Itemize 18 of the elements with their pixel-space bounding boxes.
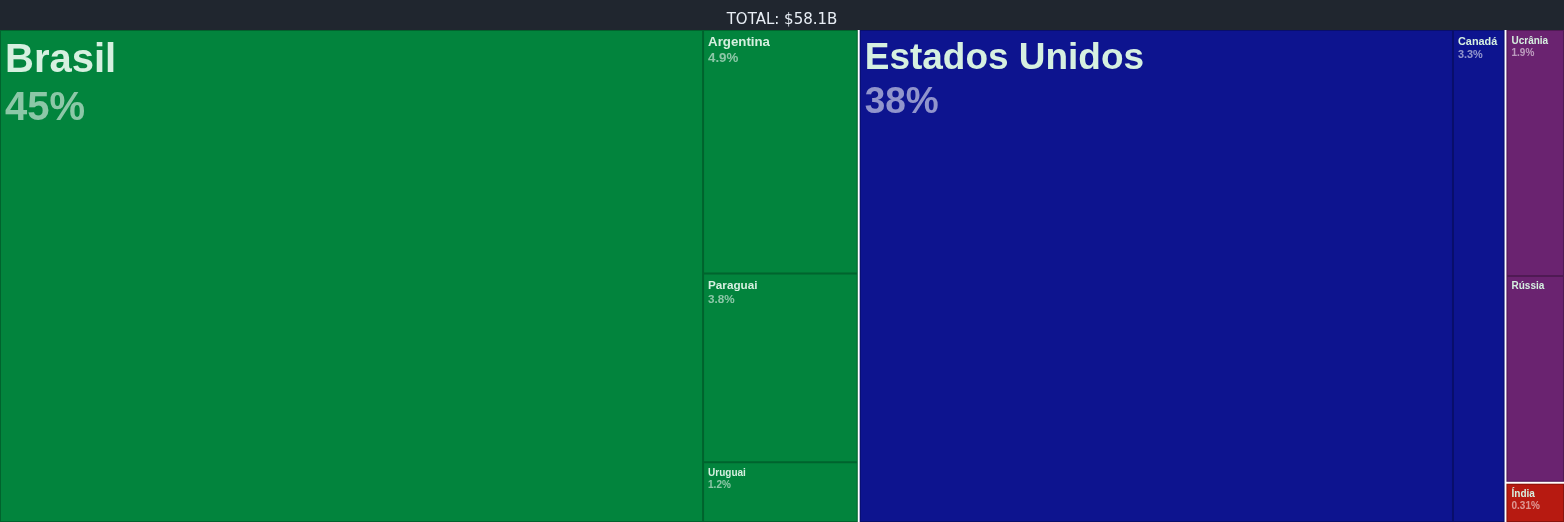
data-label: 3.8% (708, 292, 736, 306)
category-label: Rússia (1511, 280, 1545, 292)
category-label: Canadá (1457, 34, 1499, 47)
category-label: Brasil (5, 36, 117, 80)
data-label: 4.9% (708, 50, 739, 66)
data-label: 3.3% (1457, 47, 1484, 60)
category-label: Uruguai (708, 466, 747, 478)
data-label: 38% (864, 80, 939, 122)
category-label: Estados Unidos (864, 35, 1145, 77)
data-label: 1.9% (1511, 46, 1535, 58)
category-label: Argentina (708, 34, 771, 50)
data-label: 1.2% (708, 478, 731, 490)
data-label: 0.31% (1511, 500, 1540, 512)
category-label: Índia (1511, 487, 1536, 500)
data-label: 45% (5, 84, 86, 128)
text: TOTAL: $58.1B (725, 9, 838, 28)
category-label: Ucrânia (1511, 34, 1549, 46)
category-label: Paraguai (708, 278, 758, 292)
